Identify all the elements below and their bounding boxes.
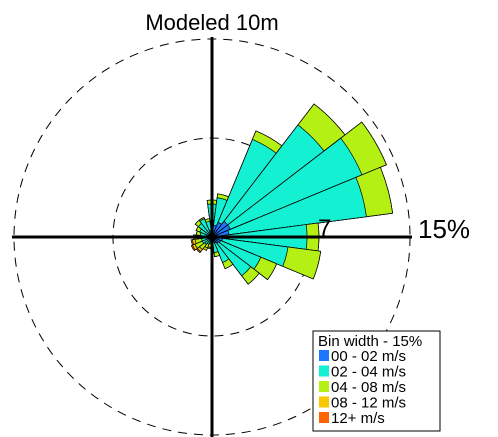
legend-label-0: 00 - 02 m/s <box>331 348 406 365</box>
legend: Bin width - 15% 00 - 02 m/s02 - 04 m/s04… <box>312 330 441 432</box>
legend-label-2: 04 - 08 m/s <box>331 379 406 396</box>
petal-150-bin-1 <box>211 236 230 264</box>
legend-swatch-3 <box>319 396 329 408</box>
petal-75-bin-1 <box>211 176 367 238</box>
petal-135-bin-1 <box>211 236 252 277</box>
ring-label-0: 7 <box>318 215 331 242</box>
legend-swatch-4 <box>319 412 329 423</box>
petal-330-bin-1 <box>199 218 213 238</box>
legend-swatch-2 <box>319 381 329 392</box>
legend-swatch-0 <box>319 350 329 361</box>
legend-title: Bin width - 15% <box>318 333 422 350</box>
direction-petals <box>190 103 393 285</box>
legend-label-1: 02 - 04 m/s <box>331 364 406 381</box>
legend-label-3: 08 - 12 m/s <box>331 395 406 412</box>
ring-label-1: 15% <box>418 214 470 244</box>
legend-swatch-1 <box>319 365 329 377</box>
petal-105-bin-1 <box>211 236 289 267</box>
ring-labels: 7 15% <box>318 214 470 244</box>
compass-axes <box>12 37 412 437</box>
legend-label-4: 12+ m/s <box>331 410 385 427</box>
legend-items: 00 - 02 m/s02 - 04 m/s04 - 08 m/s08 - 12… <box>319 348 406 427</box>
chart-title: Modeled 10m <box>145 10 278 35</box>
legend-box <box>312 330 441 432</box>
